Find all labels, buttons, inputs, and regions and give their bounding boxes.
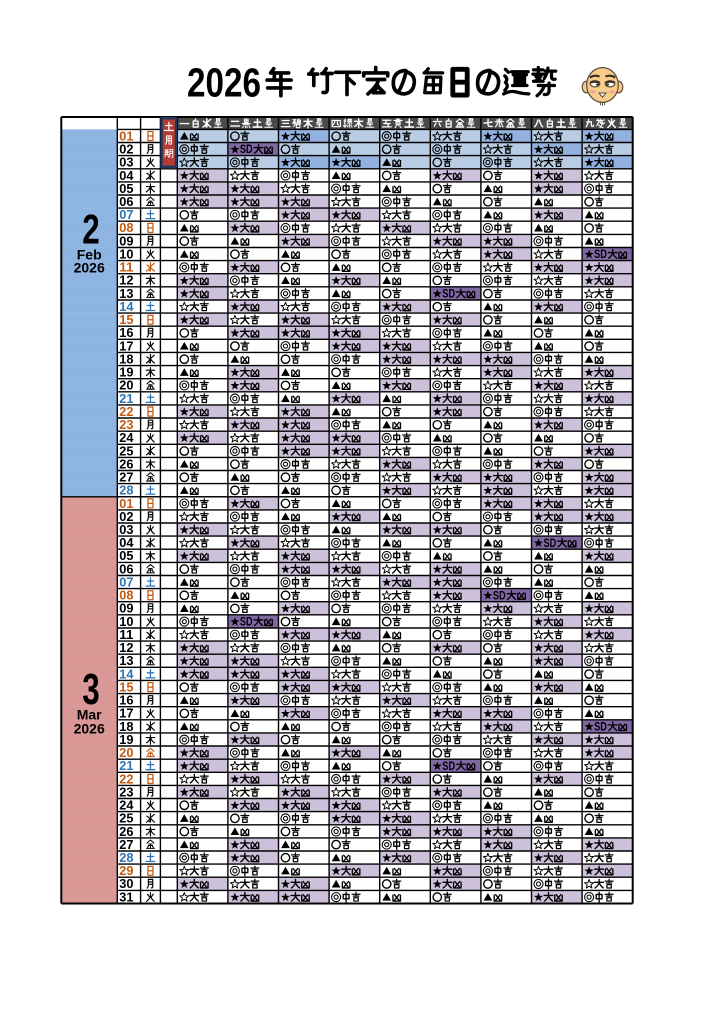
svg-text:09: 09 — [119, 233, 133, 248]
svg-text:25: 25 — [119, 811, 133, 826]
svg-text:24: 24 — [119, 430, 134, 445]
svg-text:01: 01 — [119, 496, 133, 511]
svg-text:08: 08 — [119, 588, 133, 603]
svg-text:21: 21 — [119, 758, 133, 773]
svg-text:3: 3 — [82, 665, 100, 714]
svg-text:16: 16 — [119, 693, 133, 708]
svg-text:16: 16 — [119, 325, 133, 340]
svg-text:15: 15 — [119, 679, 133, 694]
svg-text:29: 29 — [119, 863, 133, 878]
svg-text:20: 20 — [119, 378, 133, 393]
svg-text:30: 30 — [119, 876, 133, 891]
svg-text:06: 06 — [119, 561, 133, 576]
svg-text:11: 11 — [119, 627, 133, 642]
svg-text:27: 27 — [119, 470, 133, 485]
svg-text:14: 14 — [119, 299, 134, 314]
svg-text:SD: SD — [442, 759, 455, 773]
svg-text:24: 24 — [119, 798, 134, 813]
svg-text:SD: SD — [442, 287, 455, 301]
svg-text:23: 23 — [119, 784, 133, 799]
svg-text:02: 02 — [119, 142, 133, 157]
svg-text:09: 09 — [119, 601, 133, 616]
svg-text:SD: SD — [594, 720, 607, 734]
svg-text:2026: 2026 — [187, 60, 261, 106]
svg-text:12: 12 — [119, 640, 133, 655]
svg-text:03: 03 — [119, 155, 133, 170]
svg-text:02: 02 — [119, 509, 133, 524]
svg-text:SD: SD — [493, 588, 506, 602]
svg-text:27: 27 — [119, 837, 133, 852]
svg-text:23: 23 — [119, 417, 133, 432]
svg-text:14: 14 — [119, 666, 134, 681]
svg-text:01: 01 — [119, 128, 133, 143]
svg-text:18: 18 — [119, 719, 133, 734]
svg-text:07: 07 — [119, 574, 133, 589]
svg-text:15: 15 — [119, 312, 133, 327]
svg-text:07: 07 — [119, 207, 133, 222]
svg-text:06: 06 — [119, 194, 133, 209]
svg-text:21: 21 — [119, 391, 133, 406]
svg-text:26: 26 — [119, 456, 133, 471]
svg-text:SD: SD — [544, 536, 557, 550]
svg-text:25: 25 — [119, 443, 133, 458]
svg-text:17: 17 — [119, 338, 133, 353]
svg-text:05: 05 — [119, 181, 133, 196]
svg-text:SD: SD — [240, 615, 253, 629]
svg-text:10: 10 — [119, 246, 133, 261]
svg-text:28: 28 — [119, 483, 133, 498]
svg-text:08: 08 — [119, 220, 133, 235]
svg-text:04: 04 — [119, 168, 134, 183]
svg-text:26: 26 — [119, 824, 133, 839]
svg-text:2026: 2026 — [74, 721, 105, 737]
svg-text:2: 2 — [82, 206, 100, 253]
svg-text:19: 19 — [119, 732, 133, 747]
svg-text:18: 18 — [119, 351, 133, 366]
svg-text:20: 20 — [119, 745, 133, 760]
svg-text:10: 10 — [119, 614, 133, 629]
svg-text:19: 19 — [119, 365, 133, 380]
svg-text:Feb: Feb — [77, 247, 102, 263]
svg-text:22: 22 — [119, 771, 133, 786]
svg-text:SD: SD — [594, 247, 607, 261]
svg-text:22: 22 — [119, 404, 133, 419]
svg-text:31: 31 — [119, 889, 133, 904]
svg-text:12: 12 — [119, 273, 133, 288]
svg-text:13: 13 — [119, 653, 133, 668]
svg-text:17: 17 — [119, 706, 133, 721]
svg-text:28: 28 — [119, 850, 133, 865]
svg-text:13: 13 — [119, 286, 133, 301]
svg-text:05: 05 — [119, 548, 133, 563]
svg-text:03: 03 — [119, 522, 133, 537]
svg-text:04: 04 — [119, 535, 134, 550]
svg-text:SD: SD — [240, 142, 253, 156]
svg-text:11: 11 — [119, 260, 133, 275]
svg-text:2026: 2026 — [74, 260, 105, 276]
svg-text:Mar: Mar — [77, 707, 102, 723]
